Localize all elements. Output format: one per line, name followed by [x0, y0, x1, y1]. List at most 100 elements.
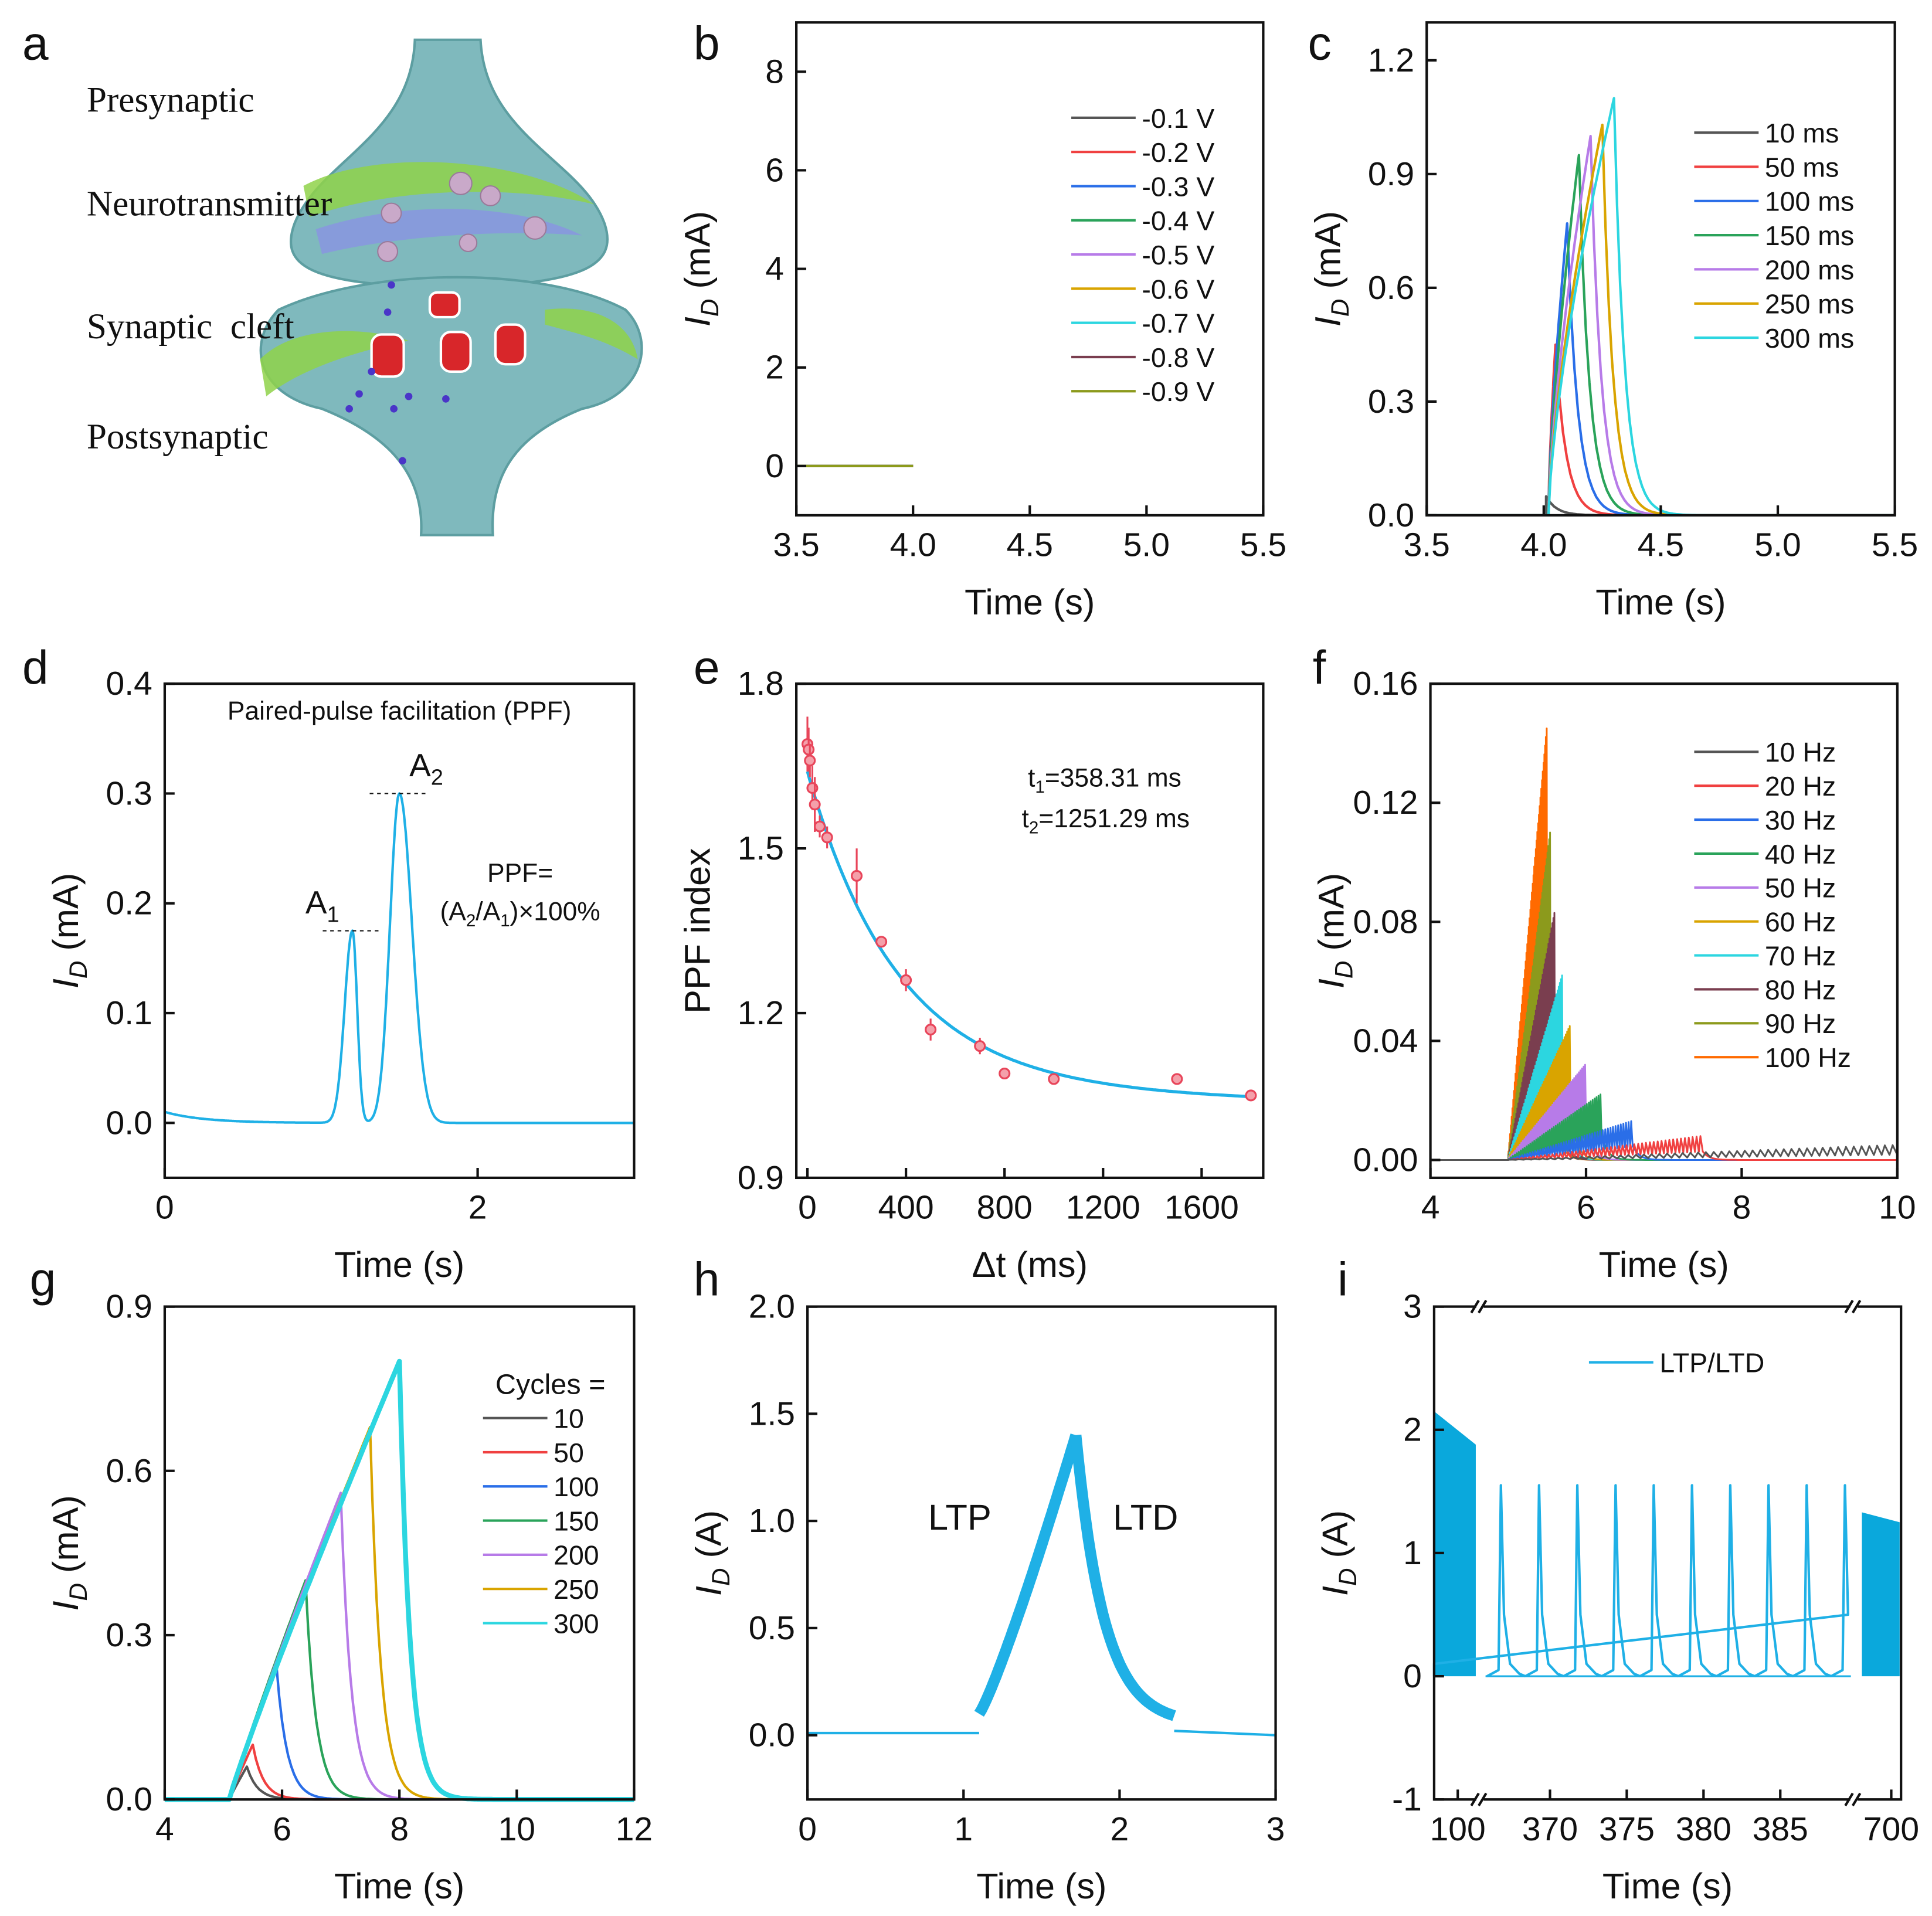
legend-label: 10 ms — [1765, 118, 1839, 148]
data-point — [821, 831, 833, 844]
data-point — [809, 799, 821, 811]
y-tick-label: 0.04 — [1353, 1022, 1418, 1059]
y-axis-label: ID (mA) — [1308, 211, 1354, 327]
y-tick-label: 0.6 — [1368, 269, 1414, 307]
data-series-line — [164, 1492, 634, 1801]
ltp-band — [974, 1433, 1081, 1717]
y-axis-label: ID (A) — [688, 1510, 735, 1596]
spike — [1601, 1484, 1641, 1678]
axis-break-icon — [1844, 1792, 1862, 1806]
y-tick-label: 0.08 — [1353, 903, 1418, 940]
y-tick-label: 1.5 — [738, 830, 784, 867]
legend-label: 20 Hz — [1765, 771, 1836, 801]
y-tick-label: 0.3 — [106, 774, 152, 812]
x-tick-label: 2 — [1111, 1810, 1129, 1848]
x-tick-label: 6 — [1577, 1189, 1595, 1227]
y-tick-label: 4 — [765, 250, 784, 288]
x-tick-label: 1600 — [1164, 1189, 1239, 1227]
plot-area — [807, 1433, 1276, 1737]
x-tick-label: 5.0 — [1754, 526, 1801, 564]
x-tick-label: 375 — [1599, 1810, 1655, 1848]
axes-frame — [1432, 1305, 1903, 1801]
panel-letter: f — [1313, 641, 1326, 694]
baseline-line — [1174, 1730, 1276, 1737]
panel-letter: d — [22, 641, 49, 694]
y-tick-label: 8 — [765, 53, 784, 90]
spike — [1754, 1484, 1794, 1678]
panel-letter: c — [1308, 18, 1331, 70]
x-axis-label: Time (s) — [1602, 1866, 1733, 1906]
legend-label: -0.2 V — [1142, 137, 1214, 168]
y-axis-label: ID (mA) — [1312, 873, 1358, 988]
data-point — [875, 936, 888, 948]
axis-break-icon — [1844, 1299, 1862, 1314]
axes-frame — [806, 1305, 1277, 1801]
chart-title: Paired-pulse facilitation (PPF) — [228, 697, 572, 725]
time-constant-label: t2=1251.29 ms — [1022, 804, 1190, 838]
y-tick-label: 6 — [765, 151, 784, 189]
spike — [1792, 1484, 1832, 1678]
x-tick-label: 0 — [798, 1810, 817, 1848]
x-tick-label: 8 — [1733, 1189, 1751, 1227]
x-tick-label: 4.5 — [1638, 526, 1684, 564]
x-tick-label: 1200 — [1066, 1189, 1140, 1227]
x-tick-label: 4.5 — [1007, 526, 1053, 564]
data-series-line — [1430, 1064, 1897, 1161]
x-tick-label: 8 — [390, 1810, 409, 1848]
spike — [1524, 1484, 1564, 1678]
y-tick-label: 0.12 — [1353, 784, 1418, 821]
x-tick-label: 370 — [1522, 1810, 1578, 1848]
x-tick-label: 4 — [155, 1810, 174, 1848]
y-tick-label: 0.2 — [106, 885, 152, 922]
legend-label: 200 — [554, 1540, 599, 1571]
legend-label: 50 — [554, 1438, 584, 1468]
legend-label: 300 — [554, 1608, 599, 1639]
spike — [1486, 1484, 1526, 1678]
neurotransmitter-band — [303, 162, 595, 217]
panel-f: f 4 6 8 10 0.00 0.04 0.08 0.12 0.16 Time (s) ID (mA… — [1312, 641, 1916, 1285]
ltp-label: LTP — [928, 1497, 992, 1537]
data-point — [804, 755, 816, 767]
y-tick-label: 0.6 — [106, 1452, 152, 1490]
legend-label: 90 Hz — [1765, 1008, 1836, 1039]
label-synaptic-cleft: Synaptic cleft — [87, 307, 294, 346]
legend-label: 300 ms — [1765, 323, 1854, 354]
receptors — [370, 291, 527, 378]
x-axis-label: Time (s) — [1599, 1245, 1729, 1285]
legend-label: LTP/LTD — [1659, 1348, 1764, 1378]
x-tick-label: 700 — [1863, 1810, 1919, 1848]
pulse-train-block — [1434, 1411, 1476, 1677]
data-point — [1245, 1089, 1257, 1102]
plot-area — [1432, 1411, 1900, 1678]
data-point — [999, 1067, 1011, 1080]
panel-letter: g — [30, 1253, 56, 1306]
legend-label: 30 Hz — [1765, 805, 1836, 835]
label-postsynaptic: Postsynaptic — [87, 417, 269, 457]
y-tick-label: 0.0 — [106, 1781, 152, 1818]
legend-label: 250 — [554, 1574, 599, 1605]
x-tick-label: 800 — [977, 1189, 1033, 1227]
data-series-line — [1430, 1135, 1897, 1161]
panel-e: e 0 400 800 1200 1600 0.9 1.2 1.5 1.8 Δt (ms) PPF i… — [677, 641, 1265, 1285]
x-tick-label: 0 — [155, 1189, 174, 1227]
x-tick-label: 385 — [1753, 1810, 1808, 1848]
y-tick-label: 0.3 — [106, 1616, 152, 1654]
x-tick-label: 5.5 — [1240, 526, 1286, 564]
y-tick-label: 0.1 — [106, 994, 152, 1032]
x-tick-label: 4 — [1421, 1189, 1440, 1227]
y-tick-label: 1 — [1403, 1534, 1422, 1572]
panel-letter: a — [22, 18, 49, 70]
spike — [1639, 1484, 1679, 1678]
plot-area — [164, 792, 635, 1125]
axes-frame — [1429, 682, 1899, 1180]
legend-label: -0.1 V — [1142, 103, 1214, 134]
panel-a-synapse-illustration: a Presynaptic Neurotransmitter Synaptic … — [22, 18, 643, 536]
plot-area — [802, 716, 1257, 1102]
vesicles — [377, 171, 547, 262]
x-tick-label: 0 — [798, 1189, 817, 1227]
legend-title: Cycles = — [495, 1368, 606, 1400]
legend-label: -0.5 V — [1142, 240, 1214, 270]
panel-letter: h — [694, 1253, 720, 1306]
